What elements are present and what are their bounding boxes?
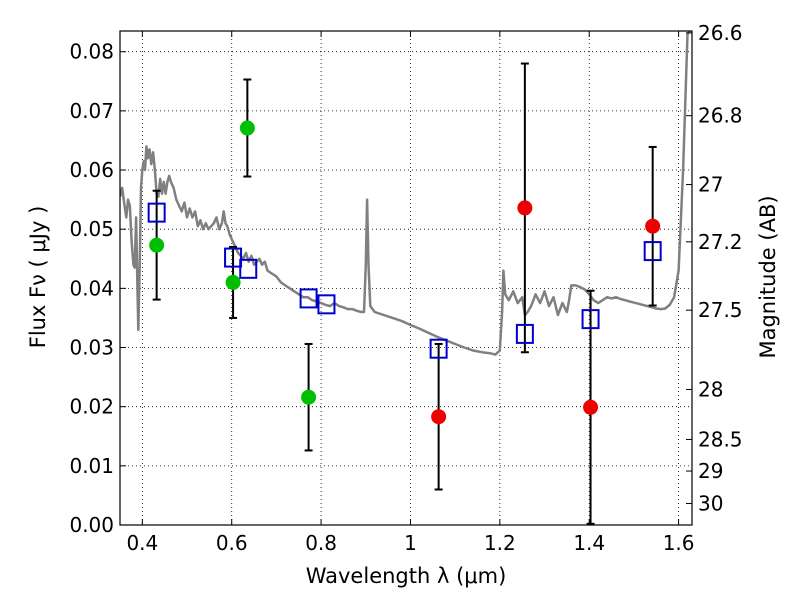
model-square <box>224 247 243 268</box>
y2-tick-label: 27.2 <box>698 230 743 254</box>
y2-tick-label: 27.5 <box>698 298 743 322</box>
x-tick-label: 1.6 <box>663 531 695 555</box>
y2-tick-label: 28.5 <box>698 427 743 451</box>
model-square <box>317 294 336 315</box>
y2-tick-label: 30 <box>698 492 723 516</box>
spectrum-layer <box>120 31 691 356</box>
spectrum-line <box>120 31 691 356</box>
y-tick-label: 0.05 <box>69 217 114 241</box>
x-tick-label: 1.2 <box>484 531 516 555</box>
x-tick-label: 0.4 <box>126 531 158 555</box>
data-point <box>149 237 165 253</box>
ticks: 0.4 0.6 0.8 1 1.2 1.4 1.6 0.00 0.01 0.02 0.03 0.04 0… <box>69 21 742 555</box>
data-point <box>517 200 533 216</box>
y-tick-label: 0.02 <box>69 395 114 419</box>
y2-tick-label: 26.8 <box>698 104 743 128</box>
data-point <box>225 274 241 290</box>
model-square <box>429 338 448 359</box>
y2-tick-label: 27 <box>698 173 723 197</box>
grid <box>120 31 692 526</box>
x-tick-label: 0.6 <box>216 531 248 555</box>
y2-tick-label: 26.6 <box>698 21 743 45</box>
error-bars <box>152 62 657 525</box>
model-square <box>515 323 534 344</box>
y-tick-label: 0.04 <box>69 276 114 300</box>
x-axis-label: Wavelength λ (μm) <box>306 564 507 588</box>
model-square <box>643 241 662 262</box>
model-square <box>581 309 600 330</box>
model-square <box>147 202 166 223</box>
y2-tick-label: 28 <box>698 377 723 401</box>
y-tick-label: 0.03 <box>69 336 114 360</box>
y2-axis-label: Magnitude (AB) <box>756 195 780 358</box>
x-tick-label: 1.4 <box>573 531 605 555</box>
y2-tick-label: 29 <box>698 459 723 483</box>
y-tick-label: 0.08 <box>69 40 114 64</box>
y-tick-label: 0.07 <box>69 99 114 123</box>
data-point <box>645 218 661 234</box>
y-axis-label: Flux Fν ( μJy ) <box>26 206 50 349</box>
data-markers <box>149 120 661 425</box>
data-point <box>583 399 599 415</box>
x-tick-label: 0.8 <box>305 531 337 555</box>
y-tick-label: 0.00 <box>69 513 114 537</box>
x-tick-label: 1 <box>404 531 417 555</box>
data-point <box>301 389 317 405</box>
data-point <box>431 409 447 425</box>
model-square <box>299 288 318 309</box>
data-point <box>239 120 255 136</box>
y-tick-label: 0.01 <box>69 454 114 478</box>
plot-frame <box>119 30 693 526</box>
model-squares <box>147 202 662 359</box>
model-square <box>239 258 258 279</box>
y-tick-label: 0.06 <box>69 158 114 182</box>
